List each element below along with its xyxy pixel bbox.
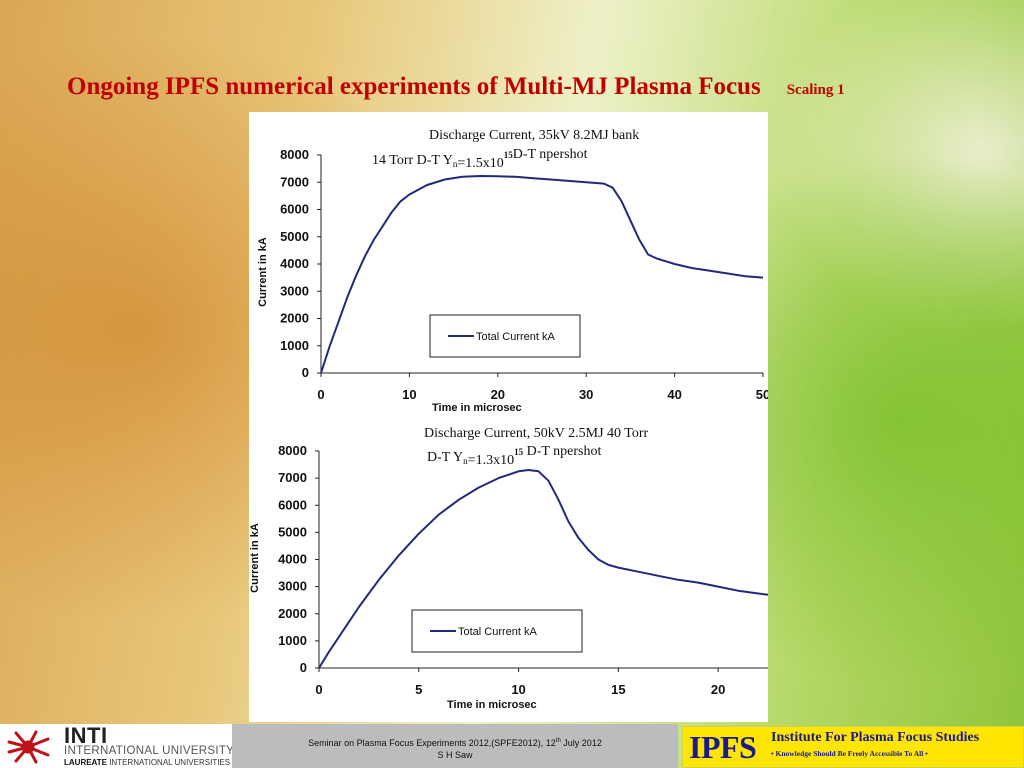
seminar-sup: th (555, 738, 561, 744)
x-tick-label: 0 (317, 387, 324, 402)
legend-box (429, 314, 581, 358)
y-tick-label: 7000 (278, 470, 307, 485)
y-tick-label: 8000 (278, 443, 307, 458)
ipfs-motto: • Knowledge Should Be Freely Accessible … (771, 749, 928, 758)
y-axis-label: Current in kA (249, 523, 261, 593)
y-tick-label: 0 (302, 365, 309, 380)
x-tick-label: 15 (611, 682, 625, 697)
ipfs-banner: IPFS Institute For Plasma Focus Studies … (682, 726, 1024, 768)
y-tick-label: 0 (300, 660, 307, 675)
y-tick-label: 2000 (280, 311, 309, 326)
seminar-line-1: Seminar on Plasma Focus Experiments 2012… (232, 735, 678, 749)
slide-title-main: Ongoing IPFS numerical experiments of Mu… (67, 73, 761, 100)
y-tick-label: 5000 (280, 229, 309, 244)
y-tick-label: 8000 (280, 147, 309, 162)
y-tick-label: 3000 (278, 579, 307, 594)
x-tick-label: 0 (315, 682, 322, 697)
slide-title-scaling: Scaling 1 (786, 81, 845, 98)
chart-title-part: D-T Y (427, 450, 463, 465)
chart-title-sub: n (463, 456, 468, 466)
inti-logo-block: INTI INTERNATIONAL UNIVERSITY LAUREATE I… (0, 723, 235, 768)
ipfs-full-name: Institute For Plasma Focus Studies (771, 730, 980, 745)
y-tick-label: 1000 (278, 633, 307, 648)
inti-laureate-bold: LAUREATE (64, 758, 107, 767)
y-tick-label: 4000 (280, 256, 309, 271)
y-tick-label: 7000 (280, 174, 309, 189)
chart-title-sup: 15 (504, 150, 514, 160)
legend-label: Total Current kA (458, 626, 538, 638)
chart-title-part: 14 Torr D-T Y (372, 153, 453, 168)
chart-title-line-1: Discharge Current, 50kV 2.5MJ 40 Torr (424, 426, 649, 441)
y-tick-label: 2000 (278, 606, 307, 621)
inti-name: INTI (64, 723, 108, 748)
y-tick-label: 3000 (280, 283, 309, 298)
y-tick-label: 6000 (278, 497, 307, 512)
seminar-text-end: July 2012 (560, 738, 602, 748)
y-tick-label: 1000 (280, 338, 309, 353)
chart-title-sup: 15 (514, 447, 524, 457)
x-tick-label: 20 (491, 387, 505, 402)
chart-title-part: D-T npershot (513, 147, 588, 162)
chart-title-line-2: D-T Yn=1.3x1015 D-T npershot (427, 444, 601, 468)
chart-title-part: =1.3x10 (468, 453, 514, 468)
x-tick-label: 20 (711, 682, 725, 697)
inti-university: INTERNATIONAL UNIVERSITY (64, 745, 235, 757)
y-tick-label: 6000 (280, 202, 309, 217)
y-axis-label: Current in kA (257, 237, 269, 307)
series-line-total-current (320, 175, 764, 374)
inti-laureate: LAUREATE INTERNATIONAL UNIVERSITIES (64, 758, 230, 767)
chart-top: Discharge Current, 35kV 8.2MJ bank 14 Tor… (257, 128, 768, 414)
seminar-author: S H Saw (437, 750, 473, 760)
seminar-text: Seminar on Plasma Focus Experiments 2012… (308, 738, 556, 748)
x-tick-label: 10 (511, 682, 525, 697)
series-line-total-current (318, 469, 768, 669)
y-tick-label: 4000 (278, 552, 307, 567)
inti-laureate-rest: INTERNATIONAL UNIVERSITIES (106, 758, 231, 767)
x-tick-label: 50 (756, 387, 768, 402)
chart-title-line-1: Discharge Current, 35kV 8.2MJ bank (429, 128, 639, 143)
inti-star-icon (7, 730, 50, 764)
charts-svg: Discharge Current, 35kV 8.2MJ bank 14 Tor… (249, 128, 768, 711)
ipfs-logo: IPFS (689, 729, 757, 765)
y-tick-label: 5000 (278, 524, 307, 539)
chart-title-sub: n (453, 159, 458, 169)
chart-panel: Discharge Current, 35kV 8.2MJ bank 14 Tor… (249, 112, 768, 722)
x-tick-label: 5 (415, 682, 422, 697)
x-tick-label: 40 (667, 387, 681, 402)
x-axis-label: Time in microsec (447, 699, 537, 711)
legend-label: Total Current kA (476, 331, 556, 343)
x-tick-label: 30 (579, 387, 593, 402)
footer: INTI INTERNATIONAL UNIVERSITY LAUREATE I… (0, 723, 1024, 768)
x-tick-label: 10 (402, 387, 416, 402)
chart-title-line-2: 14 Torr D-T Yn=1.5x1015D-T npershot (372, 147, 588, 171)
chart-title-part: D-T npershot (523, 444, 601, 459)
x-axis-label: Time in microsec (432, 402, 522, 414)
slide-title: Ongoing IPFS numerical experiments of Mu… (67, 73, 967, 101)
chart-title-part: =1.5x10 (457, 156, 503, 171)
seminar-caption: Seminar on Plasma Focus Experiments 2012… (232, 724, 678, 768)
chart-bottom: Discharge Current, 50kV 2.5MJ 40 Torr D-T… (249, 426, 768, 711)
